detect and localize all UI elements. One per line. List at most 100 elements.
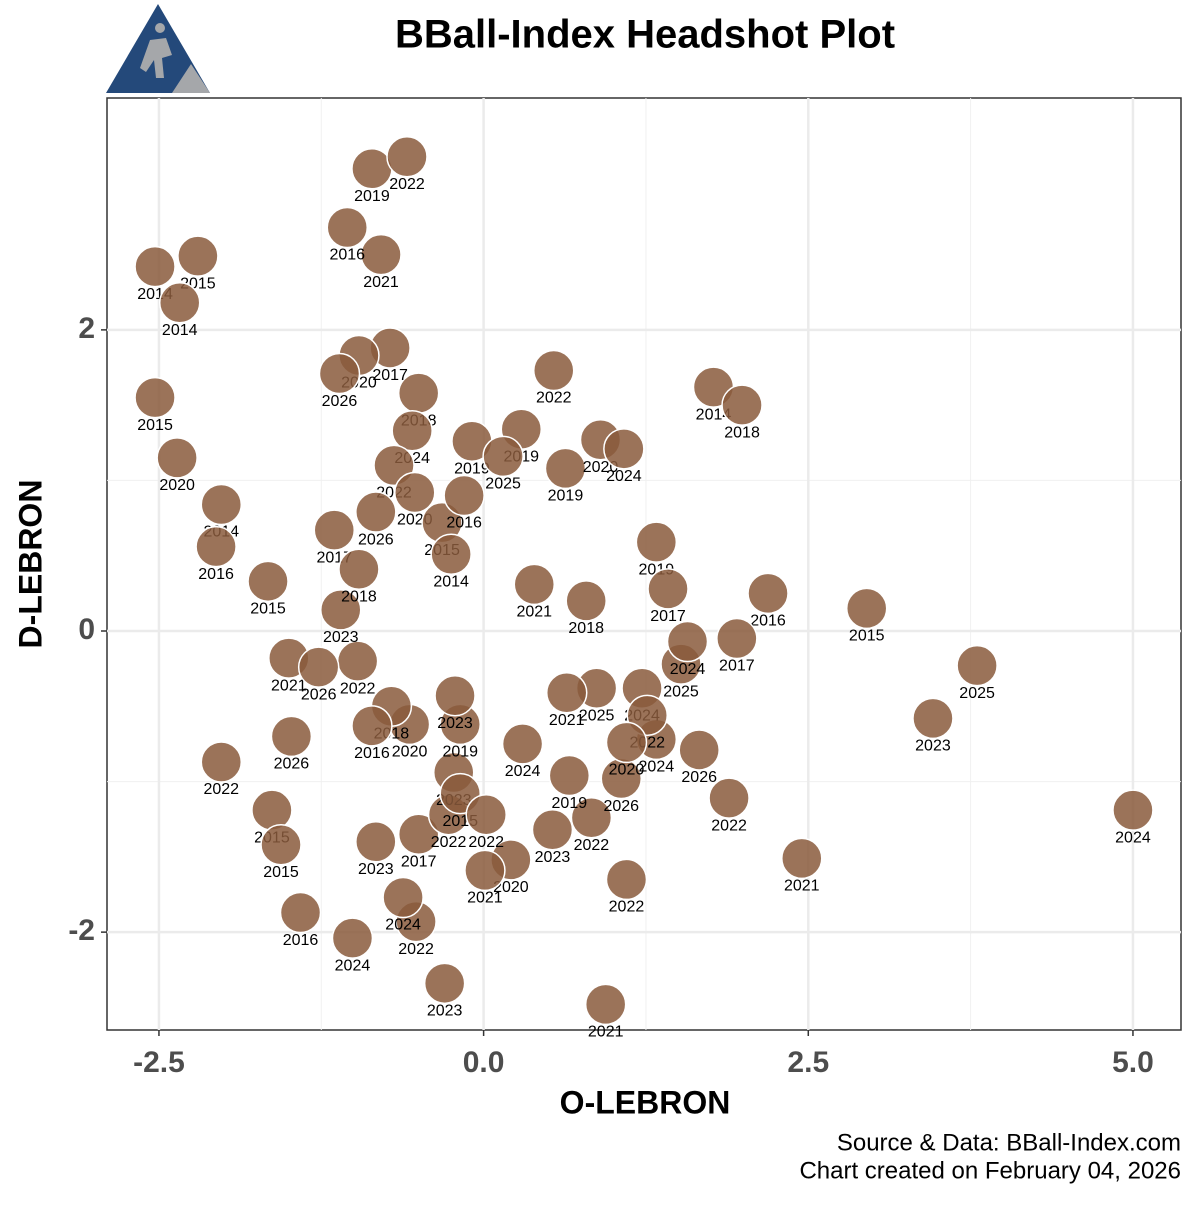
x-tick-label: 5.0 bbox=[1112, 1046, 1154, 1079]
point-label: 2022 bbox=[398, 941, 434, 958]
point bbox=[382, 876, 424, 919]
point bbox=[434, 674, 476, 717]
point bbox=[565, 580, 607, 622]
point-label: 2015 bbox=[849, 628, 885, 645]
point-label: 2017 bbox=[372, 367, 408, 384]
x-tick-label: -2.5 bbox=[133, 1046, 185, 1079]
point-label: 2026 bbox=[681, 769, 717, 786]
point-label: 2025 bbox=[959, 685, 995, 702]
point bbox=[912, 697, 954, 740]
point bbox=[635, 521, 678, 563]
point bbox=[781, 837, 823, 880]
point bbox=[360, 233, 402, 276]
point-label: 2019 bbox=[552, 795, 588, 812]
point bbox=[260, 824, 302, 866]
point-label: 2023 bbox=[437, 715, 473, 732]
point-label: 2024 bbox=[639, 759, 675, 776]
point bbox=[336, 640, 379, 682]
point bbox=[177, 235, 219, 277]
point bbox=[482, 435, 524, 478]
point-label: 2022 bbox=[574, 837, 610, 854]
point-label: 2018 bbox=[341, 588, 377, 605]
point-label: 2023 bbox=[427, 1003, 463, 1020]
point-label: 2021 bbox=[516, 604, 552, 621]
point bbox=[134, 245, 176, 288]
point bbox=[386, 135, 428, 178]
point bbox=[956, 644, 998, 687]
point-label: 2022 bbox=[389, 176, 425, 193]
point-label: 2020 bbox=[493, 879, 529, 896]
point-label: 2023 bbox=[915, 738, 951, 755]
point bbox=[297, 646, 340, 688]
point bbox=[247, 560, 289, 603]
point bbox=[320, 589, 362, 631]
point bbox=[251, 789, 293, 831]
point bbox=[200, 483, 243, 526]
point-label: 2016 bbox=[283, 932, 319, 949]
point bbox=[355, 821, 397, 863]
point bbox=[605, 858, 648, 901]
y-axis-title: D-LEBRON bbox=[12, 480, 48, 649]
x-axis-title: O-LEBRON bbox=[560, 1084, 731, 1120]
point-label: 2015 bbox=[137, 417, 173, 434]
point-label: 2022 bbox=[609, 899, 645, 916]
point bbox=[747, 572, 789, 615]
point bbox=[464, 849, 506, 892]
point-label: 2024 bbox=[606, 468, 642, 485]
point bbox=[397, 813, 440, 856]
point-label: 2022 bbox=[536, 390, 572, 407]
point bbox=[443, 474, 485, 517]
point bbox=[548, 754, 591, 797]
point bbox=[531, 808, 574, 851]
point-label: 2015 bbox=[263, 864, 299, 881]
point-label: 2023 bbox=[358, 861, 394, 878]
point bbox=[666, 620, 709, 663]
point-label: 2023 bbox=[535, 849, 571, 866]
point-label: 2026 bbox=[322, 393, 358, 410]
point bbox=[355, 491, 397, 533]
point-label: 2018 bbox=[568, 620, 604, 637]
point-label: 2024 bbox=[670, 661, 706, 678]
point-label: 2019 bbox=[442, 744, 478, 761]
point-label: 2024 bbox=[1115, 829, 1151, 846]
point-label: 2024 bbox=[335, 957, 371, 974]
point bbox=[156, 437, 198, 479]
point bbox=[721, 384, 763, 426]
point bbox=[351, 148, 393, 190]
point bbox=[544, 447, 587, 490]
point-label: 2022 bbox=[431, 834, 467, 851]
point-label: 2014 bbox=[162, 322, 198, 339]
point-label: 2021 bbox=[784, 878, 820, 895]
point-label: 2017 bbox=[401, 853, 437, 870]
point-label: 2020 bbox=[159, 477, 195, 494]
point-label: 2014 bbox=[433, 573, 469, 590]
point-label: 2021 bbox=[271, 677, 307, 694]
point-label: 2021 bbox=[549, 712, 585, 729]
y-tick-label: 0 bbox=[78, 613, 95, 646]
point-label: 2020 bbox=[392, 744, 428, 761]
point-label: 2016 bbox=[329, 247, 365, 264]
point bbox=[532, 349, 575, 392]
x-tick-label: 0.0 bbox=[463, 1046, 505, 1079]
point-label: 2022 bbox=[468, 834, 504, 851]
point bbox=[394, 471, 436, 514]
point bbox=[279, 891, 322, 934]
point bbox=[331, 917, 374, 959]
point bbox=[716, 617, 758, 660]
point bbox=[465, 793, 507, 836]
point-label: 2026 bbox=[274, 756, 310, 773]
point-label: 2024 bbox=[505, 763, 541, 780]
point bbox=[423, 962, 466, 1005]
point-label: 2016 bbox=[198, 566, 234, 583]
point bbox=[605, 721, 648, 764]
point bbox=[647, 568, 689, 610]
point bbox=[678, 729, 720, 771]
point-label: 2025 bbox=[485, 476, 521, 493]
point bbox=[134, 376, 176, 419]
point-label: 2015 bbox=[250, 601, 286, 618]
logo bbox=[106, 4, 210, 93]
point-label: 2020 bbox=[609, 762, 645, 779]
point-label: 2016 bbox=[354, 745, 390, 762]
point-label: 2025 bbox=[663, 683, 699, 700]
point bbox=[501, 723, 544, 765]
